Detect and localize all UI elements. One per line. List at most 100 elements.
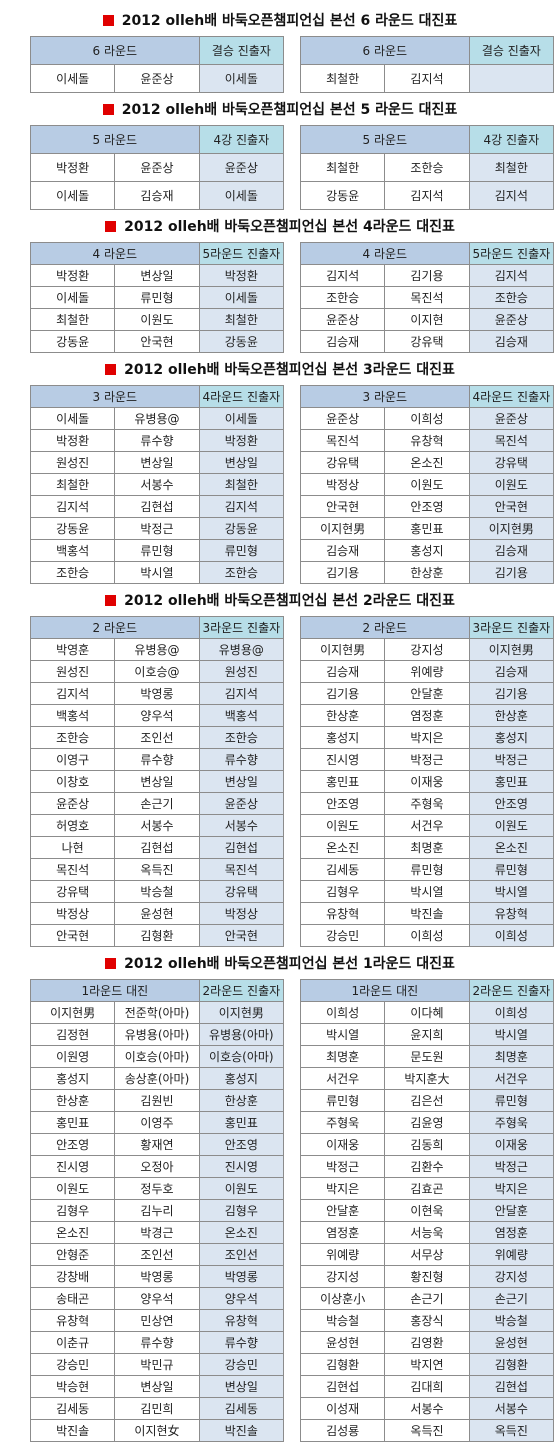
match-row: 김기용 한상훈 김기용 (299, 561, 555, 584)
player: 박시열 (299, 1023, 386, 1046)
player: 강승민 (299, 924, 386, 947)
player: 김환수 (384, 1155, 470, 1178)
advancer: 홍민표 (198, 1111, 285, 1134)
player: 김승재 (299, 330, 386, 353)
player: 이원도 (29, 1177, 116, 1200)
round-header: 3 라운드 (30, 385, 200, 408)
player: 김영환 (384, 1331, 470, 1354)
advancer: 백홍석 (198, 704, 285, 727)
match-row: 김승재 위예량 김승재 (299, 660, 555, 683)
match-row: 진시영 박정근 박정근 (299, 748, 555, 771)
advancer: 이세돌 (198, 407, 285, 430)
player: 김형환 (114, 924, 200, 947)
player: 홍성지 (299, 726, 386, 749)
advancer (468, 64, 555, 93)
player: 안달훈 (384, 682, 470, 705)
player: 김형환 (299, 1353, 386, 1376)
match-row: 홍성지 박지은 홍성지 (299, 726, 555, 749)
player: 강유택 (299, 451, 386, 474)
player: 김현섭 (114, 836, 200, 859)
player: 박지훈大 (384, 1067, 470, 1090)
advance-header: 5라운드 진출자 (198, 242, 285, 265)
player: 원성진 (29, 660, 116, 683)
match-row: 박진솔 이지현女 박진솔 (29, 1419, 285, 1442)
player: 박정상 (29, 902, 116, 925)
header-row: 3 라운드 4라운드 진출자 (30, 385, 285, 408)
table-pair: 4 라운드 5라운드 진출자 박정환 변상일 박정환 이세돌 류민형 이세돌 최철한 이원도 최철한… (29, 242, 555, 353)
player: 강동윤 (29, 330, 116, 353)
advancer: 위예량 (468, 1243, 555, 1266)
advancer: 안조영 (468, 792, 555, 815)
player: 류민형 (114, 286, 200, 309)
match-row: 김지석 박영롱 김지석 (29, 682, 285, 705)
match-row: 이성재 서봉수 서봉수 (299, 1397, 555, 1420)
advancer: 김기용 (468, 682, 555, 705)
advancer: 강유택 (198, 880, 285, 903)
header-row: 5 라운드 4강 진출자 (30, 125, 285, 154)
player: 윤준상 (299, 407, 386, 430)
match-row: 김형우 박시열 박시열 (299, 880, 555, 903)
player: 이지현 (384, 308, 470, 331)
match-row: 이세돌 윤준상 이세돌 (29, 64, 285, 93)
match-row: 이원영 이호승(아마) 이호승(아마) (29, 1045, 285, 1068)
player: 박진솔 (384, 902, 470, 925)
advancer: 안국현 (468, 495, 555, 518)
advancer: 윤성현 (468, 1331, 555, 1354)
player: 김세동 (299, 858, 386, 881)
player: 목진석 (384, 286, 470, 309)
match-row: 이영구 류수향 류수향 (29, 748, 285, 771)
match-row: 박영훈 유병용@ 유병용@ (29, 638, 285, 661)
player: 김민희 (114, 1397, 200, 1420)
advancer: 김현섭 (198, 836, 285, 859)
player: 박승현 (29, 1375, 116, 1398)
match-row: 김지석 김현섭 김지석 (29, 495, 285, 518)
player: 이창호 (29, 770, 116, 793)
advancer: 류민형 (468, 858, 555, 881)
match-row: 한상훈 염정훈 한상훈 (299, 704, 555, 727)
advancer: 이세돌 (198, 286, 285, 309)
player: 옥득진 (384, 1419, 470, 1442)
match-row: 김현섭 김대희 김현섭 (299, 1375, 555, 1398)
advancer: 박진솔 (198, 1419, 285, 1442)
advancer: 유병용@ (198, 638, 285, 661)
match-row: 강동윤 안국현 강동윤 (29, 330, 285, 353)
player: 김은선 (384, 1089, 470, 1112)
player: 민상연 (114, 1309, 200, 1332)
player: 이지현男 (29, 1001, 116, 1024)
match-row: 이상훈小 손근기 손근기 (299, 1287, 555, 1310)
advancer: 강승민 (198, 1353, 285, 1376)
match-row: 박시열 윤지희 박시열 (299, 1023, 555, 1046)
player: 안조영 (299, 792, 386, 815)
bracket-table: 4 라운드 5라운드 진출자 박정환 변상일 박정환 이세돌 류민형 이세돌 최철한 이원도 최철한… (29, 242, 285, 353)
match-row: 위예량 서무상 위예량 (299, 1243, 555, 1266)
player: 이상훈小 (299, 1287, 386, 1310)
player: 손근기 (384, 1287, 470, 1310)
player: 최명훈 (384, 836, 470, 859)
advancer: 유병용(아마) (198, 1023, 285, 1046)
player: 김윤영 (384, 1111, 470, 1134)
match-row: 김지석 김기용 김지석 (299, 264, 555, 287)
advancer: 홍민표 (468, 770, 555, 793)
advancer: 류수향 (198, 1331, 285, 1354)
player: 류민형 (299, 1089, 386, 1112)
header-row: 3 라운드 4라운드 진출자 (300, 385, 555, 408)
match-row: 홍민표 이영주 홍민표 (29, 1111, 285, 1134)
advancer: 이원도 (468, 473, 555, 496)
player: 이재웅 (299, 1133, 386, 1156)
player: 목진석 (29, 858, 116, 881)
player: 염정훈 (299, 1221, 386, 1244)
match-row: 나현 김현섭 김현섭 (29, 836, 285, 859)
advancer: 윤준상 (468, 308, 555, 331)
advance-header: 4강 진출자 (198, 125, 285, 154)
table-pair: 3 라운드 4라운드 진출자 이세돌 유병용@ 이세돌 박정환 류수향 박정환 원성진 변상일 변상… (29, 385, 555, 584)
player: 이지현男 (299, 517, 386, 540)
match-row: 강동윤 김지석 김지석 (299, 181, 555, 210)
player: 김동희 (384, 1133, 470, 1156)
match-row: 김승재 강유택 김승재 (299, 330, 555, 353)
advancer: 손근기 (468, 1287, 555, 1310)
match-row: 박승현 변상일 변상일 (29, 1375, 285, 1398)
round-header: 5 라운드 (30, 125, 200, 154)
advancer: 최철한 (198, 308, 285, 331)
match-row: 조한승 박시열 조한승 (29, 561, 285, 584)
advancer: 염정훈 (468, 1221, 555, 1244)
